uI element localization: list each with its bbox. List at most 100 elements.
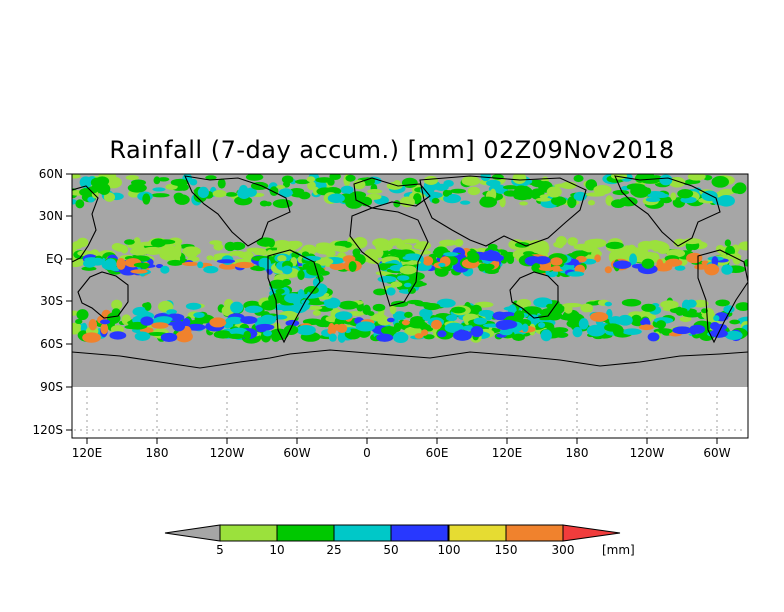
rain-cell xyxy=(167,259,184,266)
rain-cell xyxy=(302,255,321,261)
rain-cell xyxy=(306,176,316,183)
rain-cell xyxy=(559,314,575,319)
rain-cell xyxy=(283,325,299,336)
rain-cell xyxy=(296,325,316,336)
rain-cell xyxy=(230,301,244,314)
rain-cell xyxy=(578,318,589,330)
rain-cell xyxy=(640,320,647,326)
rain-cell xyxy=(573,174,584,183)
asia-outline xyxy=(419,175,587,247)
rain-cell xyxy=(460,200,471,205)
rain-cell xyxy=(144,301,152,311)
rain-cell xyxy=(243,330,251,340)
lat-tick-label: 90S xyxy=(40,380,63,394)
colorbar-label: 150 xyxy=(495,543,518,557)
rain-cell xyxy=(467,251,480,263)
rain-cell xyxy=(75,199,85,209)
rain-cell xyxy=(587,199,595,206)
rain-cell xyxy=(521,323,529,333)
rain-cell xyxy=(157,300,174,313)
rain-cell xyxy=(713,315,720,322)
rain-cell xyxy=(260,314,277,325)
rain-cell xyxy=(174,242,182,253)
rain-cell xyxy=(234,261,255,269)
rain-cell xyxy=(485,313,493,321)
rain-cell xyxy=(402,238,420,244)
rain-cell xyxy=(278,188,293,198)
south-america-right xyxy=(697,249,748,344)
rain-cell xyxy=(110,325,125,334)
rain-cell xyxy=(631,314,642,325)
rain-cell xyxy=(367,189,383,194)
rain-cell xyxy=(324,249,336,257)
rain-cell xyxy=(677,188,694,199)
colorbar-under-arrow xyxy=(164,524,221,542)
rain-cell xyxy=(612,325,624,337)
rain-cell xyxy=(72,244,80,250)
rain-cell xyxy=(431,197,440,204)
rain-cell xyxy=(590,311,609,322)
rain-cell xyxy=(130,269,148,274)
colorbar-box xyxy=(276,524,335,542)
rain-cell xyxy=(528,239,544,249)
rain-cell xyxy=(647,332,660,342)
rain-cell xyxy=(212,189,227,198)
rain-cell xyxy=(586,324,606,337)
rain-cell xyxy=(245,187,257,198)
rain-cell xyxy=(516,298,532,308)
rain-cell xyxy=(209,240,223,245)
rain-cell xyxy=(612,190,630,196)
rain-cell xyxy=(244,305,263,314)
colorbar-label: 25 xyxy=(326,543,341,557)
rain-cell xyxy=(386,239,401,246)
rain-cell xyxy=(328,323,335,335)
rain-cell xyxy=(629,253,638,266)
colorbar-box xyxy=(448,524,507,542)
rain-cell xyxy=(434,266,449,277)
rain-cell xyxy=(386,317,395,323)
rain-cell xyxy=(540,329,552,342)
rain-cell xyxy=(682,238,702,245)
rain-cell xyxy=(160,332,178,342)
rain-cell xyxy=(181,261,200,266)
rain-cell xyxy=(438,262,446,267)
rain-cell xyxy=(87,196,95,203)
rain-cell xyxy=(473,317,487,325)
rain-cell xyxy=(275,288,285,295)
rain-cell xyxy=(238,184,248,195)
rain-cell xyxy=(185,302,202,310)
rain-cell xyxy=(307,305,323,310)
rain-cell xyxy=(91,186,106,191)
rain-cell xyxy=(604,301,612,307)
rain-cell xyxy=(613,260,632,269)
rain-cell xyxy=(486,179,501,187)
rain-cell xyxy=(715,299,730,307)
rain-cell xyxy=(151,193,170,198)
rain-cell xyxy=(229,250,246,256)
rain-cell xyxy=(437,330,447,338)
rain-cell xyxy=(79,176,93,189)
rain-cell xyxy=(470,326,484,338)
rain-cell xyxy=(578,245,587,251)
rain-cell xyxy=(610,199,626,209)
rain-cell xyxy=(675,307,685,316)
coastlines xyxy=(72,175,748,369)
rain-cell xyxy=(682,311,702,318)
rain-cell xyxy=(186,323,206,331)
rain-cell xyxy=(423,334,435,340)
lon-tick-label: 120W xyxy=(210,446,245,460)
rain-cell xyxy=(342,255,356,263)
rain-cell xyxy=(240,316,258,325)
rain-cell xyxy=(101,259,118,271)
rain-cell xyxy=(160,265,170,274)
rain-cell xyxy=(173,192,184,201)
latitude-ticks: 60N 30N EQ 30S 60S 90S 120S xyxy=(32,167,72,437)
rain-cell xyxy=(259,200,269,207)
rain-cell xyxy=(124,239,135,245)
rain-cell xyxy=(125,175,139,181)
rain-cell xyxy=(679,315,692,323)
rain-cell xyxy=(689,324,706,334)
rain-cell xyxy=(665,258,683,267)
rain-cell xyxy=(75,319,83,325)
rain-cell xyxy=(674,265,686,271)
